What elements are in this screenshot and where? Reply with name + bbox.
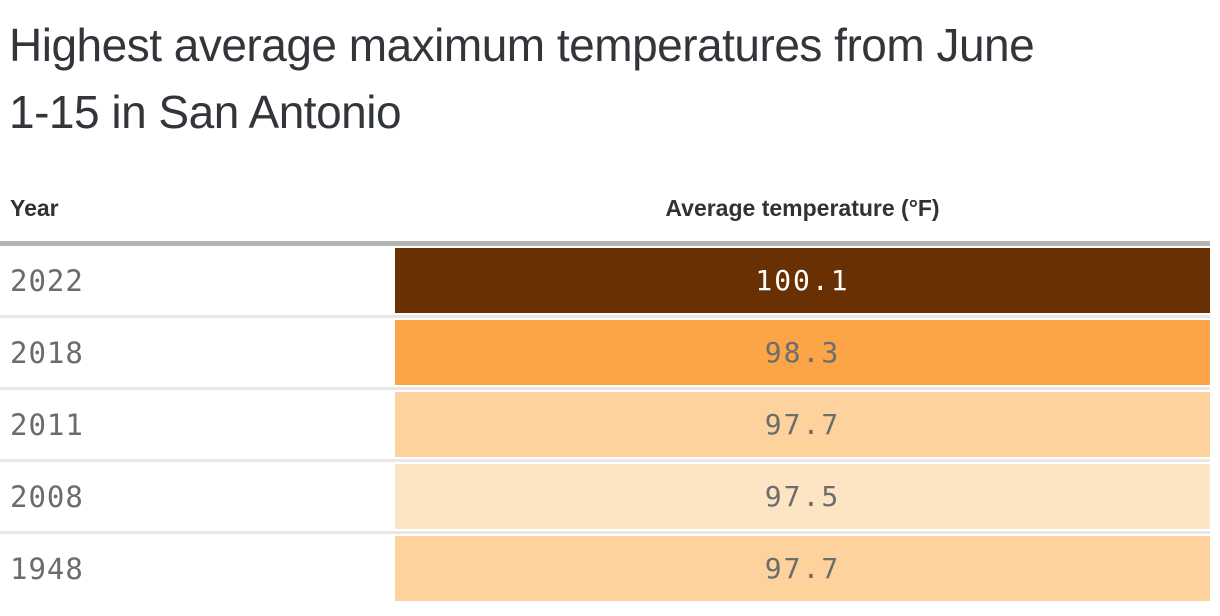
temperature-bar: 97.7 — [395, 536, 1210, 601]
year-label: 2008 — [10, 479, 84, 514]
year-label: 2022 — [10, 263, 84, 298]
chart-title-line2: 1-15 in San Antonio — [9, 86, 402, 138]
temperature-bar: 100.1 — [395, 248, 1210, 313]
chart-title-line1: Highest average maximum temperatures fro… — [9, 19, 1035, 71]
temperature-bar: 97.7 — [395, 392, 1210, 457]
table-row: 2011 97.7 — [0, 390, 1210, 462]
table-row: 2018 98.3 — [0, 318, 1210, 390]
column-headers: Year Average temperature (°F) — [0, 194, 1220, 222]
header-rule — [0, 241, 1210, 246]
chart-title: Highest average maximum temperatures fro… — [9, 12, 1210, 146]
bar-cell: 97.5 — [395, 462, 1210, 531]
year-label: 2011 — [10, 407, 84, 442]
table-row: 2008 97.5 — [0, 462, 1210, 534]
year-label: 2018 — [10, 335, 84, 370]
table-row: 1948 97.7 — [0, 534, 1210, 603]
bar-cell: 97.7 — [395, 390, 1210, 459]
bar-cell: 100.1 — [395, 246, 1210, 315]
column-header-temperature: Average temperature (°F) — [665, 195, 940, 221]
year-label: 1948 — [10, 551, 84, 586]
chart-page: Highest average maximum temperatures fro… — [0, 12, 1220, 616]
temperature-bar: 97.5 — [395, 464, 1210, 529]
bar-cell: 97.7 — [395, 534, 1210, 603]
temperature-bar: 98.3 — [395, 320, 1210, 385]
table-row: 2022 100.1 — [0, 246, 1210, 318]
table-body: 2022 100.1 2018 98.3 2011 97.7 2008 97.5 1948 97.… — [0, 246, 1210, 603]
bar-cell: 98.3 — [395, 318, 1210, 387]
column-header-year: Year — [10, 195, 59, 221]
